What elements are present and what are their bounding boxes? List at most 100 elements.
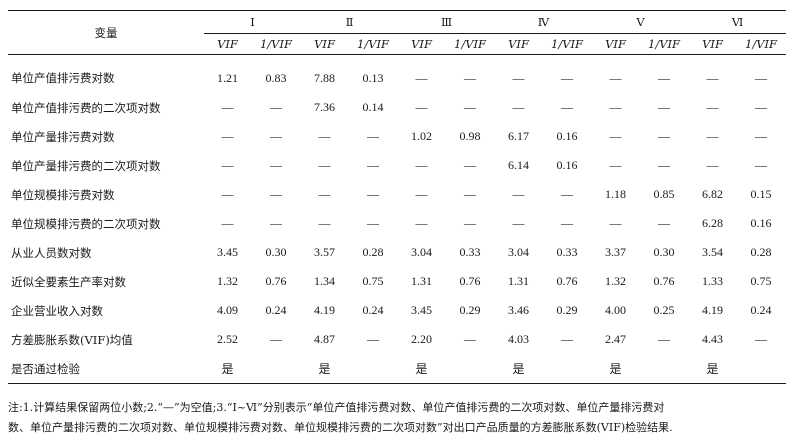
- table-cell: —: [464, 158, 477, 172]
- table-cell: 0.83: [265, 70, 287, 85]
- table-body: 单位产值排污费对数 1.21 0.83 7.88 0.13— — — — — — — — 单位产值排污费…: [8, 55, 787, 384]
- table-cell: 是: [204, 354, 251, 384]
- table-cell: 0.16: [750, 216, 772, 230]
- table-cell: 0.13: [362, 70, 384, 85]
- table-cell: 0.16: [556, 158, 578, 172]
- table-cell: —: [609, 70, 622, 85]
- table-cell: —: [658, 70, 671, 85]
- table-cell: 4.19: [314, 303, 336, 317]
- table-cell: 0.28: [362, 245, 384, 259]
- table-cell: 是: [301, 354, 349, 384]
- header-inv-vif: 1/VIF: [348, 33, 399, 55]
- table-row: 从业人员数对数 3.45 0.30 3.57 0.28 3.04 0.33 3.04 0.33 3…: [8, 238, 786, 267]
- table-cell: —: [318, 187, 331, 201]
- table-cell: [251, 354, 302, 384]
- table-cell: —: [464, 70, 477, 85]
- table-cell: —: [755, 332, 768, 346]
- table-cell: —: [270, 129, 282, 143]
- table-cell: 3.45: [217, 245, 238, 259]
- table-cell: 3.04: [411, 245, 433, 259]
- table-cell: 4.19: [702, 303, 724, 317]
- header-inv-vif: 1/VIF: [445, 33, 496, 55]
- row-label: 单位产量排污费对数: [11, 129, 115, 144]
- table-cell: 6.28: [702, 216, 724, 230]
- table-cell: —: [415, 216, 428, 230]
- table-cell: —: [512, 187, 525, 201]
- table-cell: 3.45: [411, 303, 433, 317]
- table-cell: —: [221, 216, 234, 230]
- table-cell: 0.29: [459, 303, 481, 317]
- table-cell: —: [367, 216, 380, 230]
- table-cell: [445, 354, 496, 384]
- header-group-4: Ⅳ: [495, 10, 593, 34]
- table-cell: —: [221, 129, 234, 143]
- table-cell: 3.46: [508, 303, 530, 317]
- table-cell: 0.29: [556, 303, 578, 317]
- table-cell: 7.36: [314, 100, 336, 114]
- table-cell: —: [609, 129, 622, 143]
- table-cell: 是: [495, 354, 543, 384]
- table-cell: 3.54: [702, 245, 724, 259]
- header-vif: VIF: [592, 33, 640, 55]
- table-cell: —: [512, 216, 525, 230]
- table-cell: —: [415, 187, 428, 201]
- table-cell: —: [270, 187, 282, 201]
- table-cell: —: [221, 158, 234, 172]
- table-cell: 是: [398, 354, 446, 384]
- table-cell: —: [755, 158, 768, 172]
- row-label: 近似全要素生产率对数: [11, 274, 126, 289]
- header-variable: 变量: [8, 10, 204, 55]
- header-inv-vif: 1/VIF: [542, 33, 593, 55]
- row-label: 是否通过检验: [8, 354, 204, 384]
- table-row: 方差膨胀系数(VIF)均值 2.52 — 4.87 — 2.20 — 4.03 — 2.47 — 4.…: [8, 325, 786, 354]
- table-cell: 4.87: [314, 332, 336, 346]
- table-cell: 3.57: [314, 245, 336, 259]
- vif-table: 变量 Ⅰ Ⅱ Ⅲ Ⅳ Ⅴ Ⅵ VIF 1/VIF VIF 1/VIF VIF 1…: [8, 10, 787, 384]
- header-row-sub: VIF 1/VIF VIF 1/VIF VIF 1/VIF VIF 1/VIF …: [8, 33, 787, 55]
- table-cell: —: [221, 100, 234, 114]
- table-cell: 0.15: [750, 187, 772, 201]
- table-row: 企业营业收入对数 4.09 0.24 4.19 0.24 3.45 0.29 3.46 0.29…: [8, 296, 786, 325]
- table-cell: 0.75: [362, 274, 384, 288]
- table-cell: —: [270, 100, 282, 114]
- table-cell: —: [755, 70, 768, 85]
- table-row: 是否通过检验是是是是是是: [8, 354, 787, 384]
- table-cell: 是: [592, 354, 640, 384]
- header-row-groups: 变量 Ⅰ Ⅱ Ⅲ Ⅳ Ⅴ Ⅵ: [8, 10, 787, 55]
- table-cell: —: [706, 158, 719, 172]
- table-cell: 是: [689, 354, 737, 384]
- header-vif: VIF: [689, 33, 737, 55]
- table-cell: 1.21: [217, 70, 238, 85]
- table-cell: 1.31: [411, 274, 433, 288]
- table-cell: [542, 354, 593, 384]
- table-cell: —: [561, 187, 574, 201]
- row-label: 从业人员数对数: [11, 245, 92, 260]
- header-vif: VIF: [495, 33, 543, 55]
- table-cell: —: [609, 158, 622, 172]
- table-cell: —: [755, 129, 768, 143]
- table-cell: —: [367, 129, 380, 143]
- table-cell: —: [755, 100, 768, 114]
- table-cell: [348, 354, 399, 384]
- table-cell: 0.76: [265, 274, 287, 288]
- table-cell: 0.16: [556, 129, 578, 143]
- table-cell: —: [609, 216, 622, 230]
- table-cell: 2.52: [217, 332, 238, 346]
- table-cell: —: [270, 158, 282, 172]
- table-cell: —: [270, 216, 282, 230]
- table-cell: —: [706, 129, 719, 143]
- table-note: 注:1.计算结果保留两位小数;2.“—”为空值;3.“Ⅰ~Ⅵ”分别表示“单位产值…: [8, 398, 788, 438]
- row-label: 单位产值排污费的二次项对数: [11, 100, 161, 115]
- header-group-1: Ⅰ: [204, 10, 302, 34]
- table-row: 单位产量排污费的二次项对数 — — — — — — 6.14 0.16 — — — —: [8, 151, 786, 180]
- table-cell: —: [367, 332, 380, 346]
- table-cell: —: [464, 216, 477, 230]
- table-cell: 4.03: [508, 332, 530, 346]
- row-label: 单位规模排污费的二次项对数: [11, 216, 161, 231]
- table-cell: 1.02: [411, 129, 433, 143]
- table-cell: 4.00: [605, 303, 627, 317]
- table-cell: 6.82: [702, 187, 724, 201]
- table-cell: —: [658, 129, 671, 143]
- table-cell: —: [561, 332, 574, 346]
- table-cell: —: [318, 129, 331, 143]
